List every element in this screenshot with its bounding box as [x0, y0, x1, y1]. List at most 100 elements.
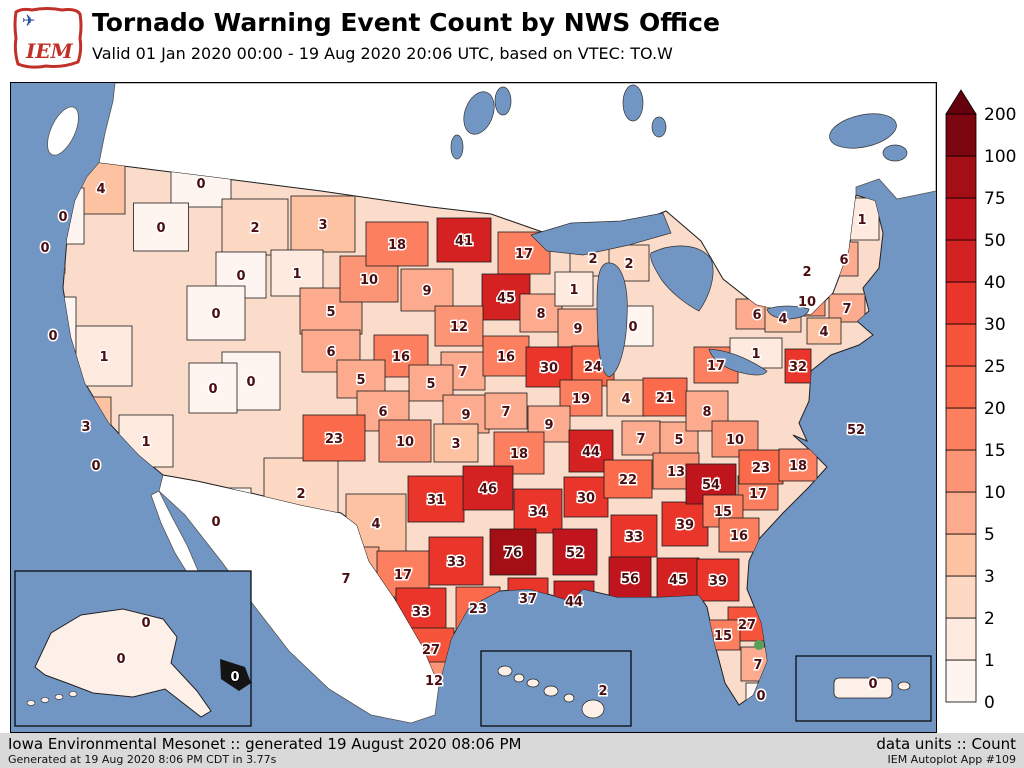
region-count-label: 56 — [621, 572, 639, 587]
colorbar-segment — [945, 449, 977, 493]
nws-region — [554, 271, 594, 307]
region-count-label: 37 — [519, 592, 537, 607]
region-count-label: 33 — [625, 530, 643, 545]
logo-text: IEM — [25, 39, 74, 63]
hawaiian-islands — [497, 665, 605, 719]
neighbor-countries — [47, 82, 937, 724]
inset-count-label: 2 — [598, 684, 607, 699]
nws-region — [552, 528, 598, 576]
region-count-label: 12 — [425, 674, 443, 689]
region-count-label: 39 — [709, 574, 727, 589]
nws-region — [433, 423, 479, 463]
colorbar-tick-label: 3 — [984, 567, 995, 587]
region-count-label: 2 — [588, 252, 597, 267]
nws-region — [489, 528, 537, 576]
colorbar-segment — [945, 659, 977, 703]
nws-region — [563, 476, 609, 518]
region-count-label: 5 — [326, 305, 335, 320]
region-count-label: 24 — [584, 360, 602, 375]
region-count-label: 1 — [292, 267, 301, 282]
nws-region — [400, 268, 454, 312]
region-count-label: 16 — [392, 350, 410, 365]
nws-region — [428, 536, 484, 586]
region-count-label: 10 — [798, 295, 816, 310]
colorbar-tick-label: 1 — [984, 651, 995, 671]
region-count-label: 8 — [702, 405, 711, 420]
region-count-label: 1 — [569, 283, 578, 298]
region-count-label: 10 — [360, 273, 378, 288]
region-count-label: 7 — [501, 405, 510, 420]
nws-region — [188, 362, 238, 414]
region-count-label: 54 — [702, 478, 720, 493]
nws-region — [484, 392, 528, 430]
region-count-label: 45 — [669, 573, 687, 588]
region-count-label: 2 — [802, 265, 811, 280]
region-count-label: 13 — [667, 465, 685, 480]
colorbar-panel: 0 1 2 3 5 10 15 20 25 30 40 50 75 100 200 — [938, 84, 1024, 732]
inset-count-label: 0 — [141, 616, 150, 631]
hawaii-inset-border — [480, 650, 632, 727]
colorbar-segment — [945, 617, 977, 661]
region-count-label: 1 — [857, 213, 866, 228]
region-count-label: 23 — [469, 602, 487, 617]
footer-data-units: data units :: Count — [876, 735, 1016, 753]
region-count-label: 0 — [208, 382, 217, 397]
nws-region — [407, 475, 465, 523]
region-count-label: 1 — [99, 350, 108, 365]
colorbar-segment — [945, 407, 977, 451]
region-count-label: 0 — [48, 329, 57, 344]
region-count-label: 5 — [674, 433, 683, 448]
puerto-rico-inset: 0 — [795, 655, 932, 722]
region-count-label: 0 — [211, 307, 220, 322]
region-count-label: 4 — [371, 517, 380, 532]
footer: Iowa Environmental Mesonet :: generated … — [0, 733, 1024, 768]
region-count-label: 18 — [510, 447, 528, 462]
nws-region — [718, 517, 760, 553]
region-count-label: 2 — [250, 221, 259, 236]
region-count-label: 1 — [141, 435, 150, 450]
header: ✈ IEM Tornado Warning Event Count by NWS… — [0, 0, 1024, 80]
nws-region — [75, 325, 133, 387]
region-count-label: 15 — [714, 505, 732, 520]
colorbar-segment — [945, 575, 977, 619]
nws-region — [378, 419, 432, 463]
region-count-label: 0 — [236, 269, 245, 284]
puerto-rico-labels: 0 — [867, 676, 879, 694]
colorbar-segment — [945, 155, 977, 199]
nws-region — [221, 198, 289, 256]
region-count-label: 27 — [422, 643, 440, 658]
nws-region — [497, 231, 551, 275]
nws-region — [608, 556, 652, 600]
canadian-lake — [882, 144, 908, 162]
region-count-label: 41 — [455, 234, 473, 249]
nws-region — [610, 514, 658, 558]
airplane-icon: ✈ — [22, 11, 35, 30]
region-count-label: 7 — [341, 572, 350, 587]
nws-region — [603, 459, 653, 499]
region-count-label: 5 — [356, 373, 365, 388]
region-count-label: 6 — [752, 308, 761, 323]
colorbar-overflow-arrow — [945, 89, 977, 115]
region-count-label: 0 — [58, 210, 67, 225]
colorbar-segment — [945, 113, 977, 157]
nws-region — [642, 377, 688, 417]
region-count-label: 9 — [544, 418, 553, 433]
colorbar-tick-label: 2 — [984, 609, 995, 629]
colorbar-tick-label: 40 — [984, 273, 1006, 293]
map-panel: 4 0 0 0 0 2 3 1 0 0 1 0 0 0 3 1 0 0 2 4 7 5 6 10 18 41 17 45 9 12 8 9 2 1… — [10, 82, 937, 733]
region-count-label: 39 — [676, 518, 694, 533]
region-count-label: 4 — [96, 182, 105, 197]
colorbar-segment — [945, 365, 977, 409]
aleutian-islands — [26, 691, 78, 706]
nws-region — [186, 285, 246, 341]
region-count-label: 17 — [707, 359, 725, 374]
colorbar-scale: 0 1 2 3 5 10 15 20 25 30 40 50 75 100 200 — [945, 89, 1016, 713]
colorbar-segment — [945, 281, 977, 325]
region-count-label: 10 — [396, 435, 414, 450]
hawaii-inset: 2 — [480, 650, 632, 727]
region-count-label: 32 — [789, 360, 807, 375]
puerto-rico-islands — [833, 677, 911, 699]
footer-generation-time: Generated at 19 Aug 2020 8:06 PM CDT in … — [8, 753, 277, 766]
